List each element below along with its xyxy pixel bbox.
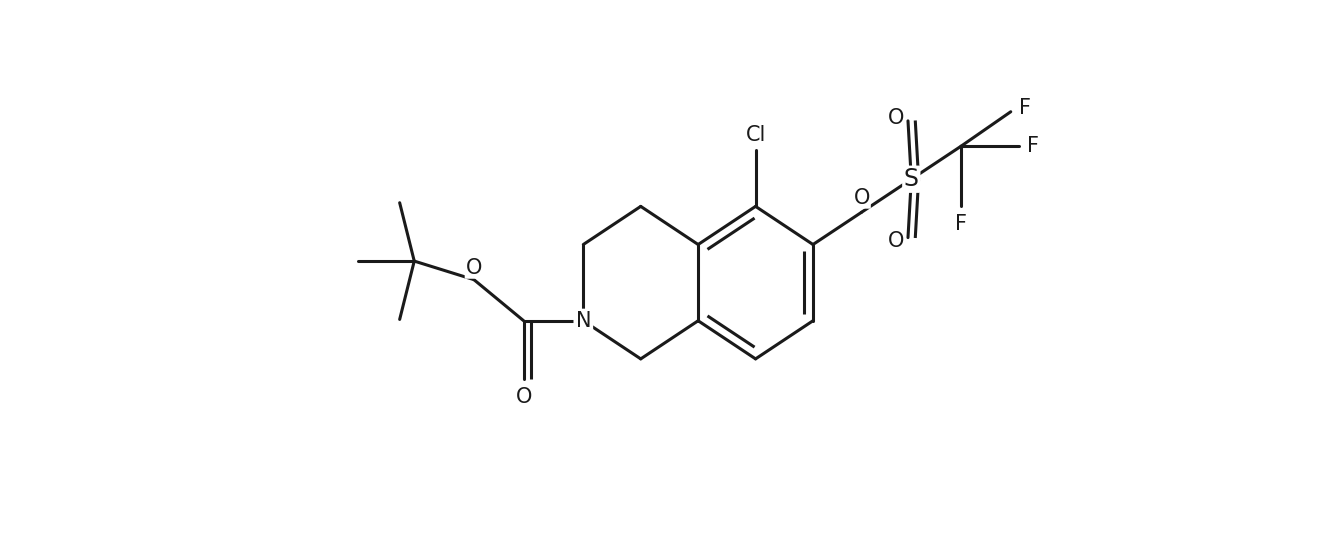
Text: O: O bbox=[888, 231, 904, 251]
Text: S: S bbox=[904, 167, 919, 191]
Text: F: F bbox=[1027, 136, 1039, 156]
Text: Cl: Cl bbox=[745, 125, 766, 145]
Text: F: F bbox=[955, 214, 967, 234]
Text: O: O bbox=[465, 258, 481, 278]
Text: O: O bbox=[888, 108, 904, 128]
Text: F: F bbox=[1019, 98, 1031, 119]
Text: O: O bbox=[516, 387, 532, 407]
Text: O: O bbox=[854, 188, 870, 208]
Text: N: N bbox=[576, 311, 591, 331]
